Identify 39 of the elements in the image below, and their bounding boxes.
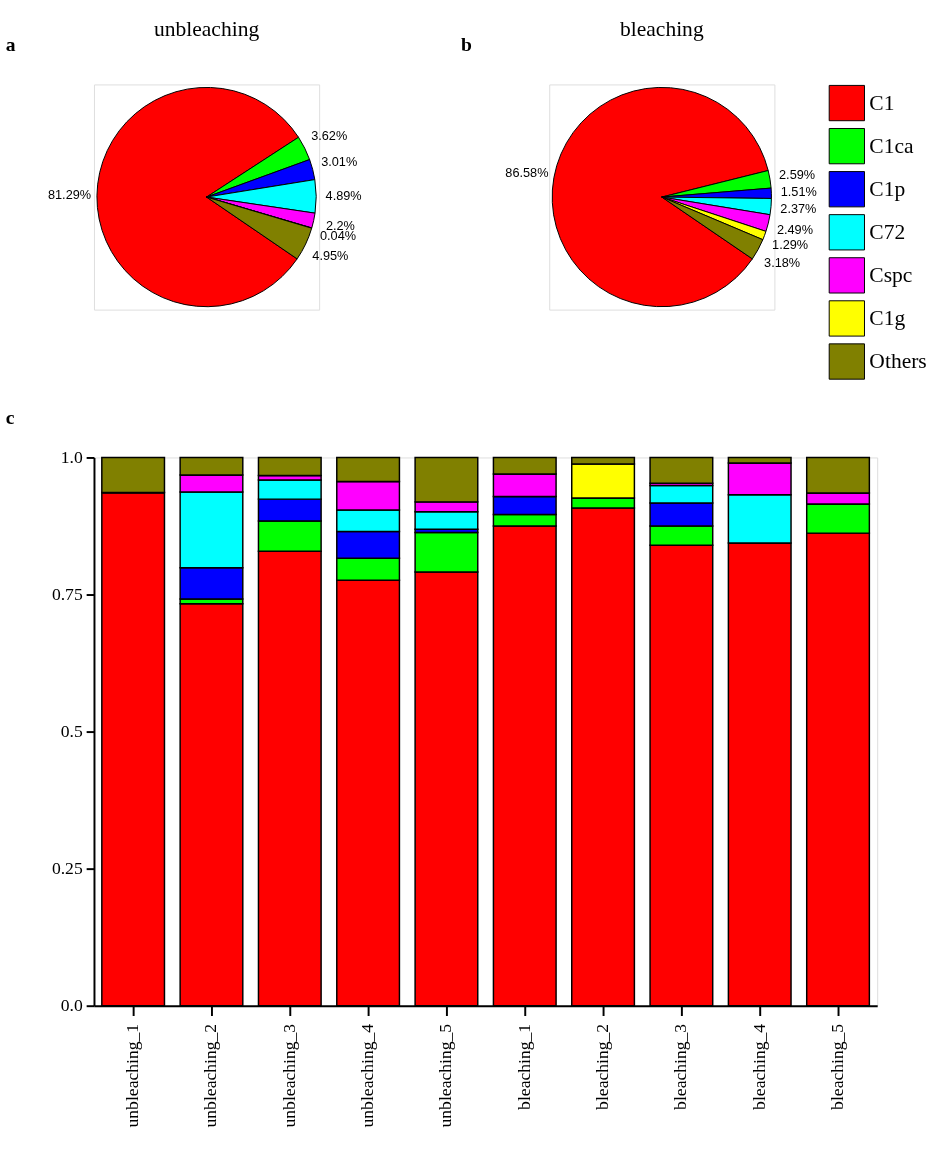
y-tick-label: 0.25 [51,858,83,879]
x-tick-label: unbleaching_2 [200,1023,221,1128]
legend-label: Cspc [869,263,913,288]
data-label: 81.29% [47,187,92,203]
x-tick-label: unbleaching_1 [122,1023,143,1128]
legend-label: C1p [869,177,906,202]
y-tick-label: 0.75 [51,583,83,604]
text: a [5,34,16,56]
data-label: 2.59% [779,166,816,182]
chart-title: unbleaching [153,16,260,41]
data-label: 3.62% [311,127,348,143]
data-label: 3.18% [764,254,801,270]
legend-label: C1ca [869,133,915,158]
legend-label: C72 [869,220,906,245]
y-tick-label: 0.0 [60,995,83,1016]
data-label: 2.37% [780,200,817,216]
data-label: 2.49% [776,221,813,237]
x-tick-label: bleaching_4 [748,1023,769,1110]
legend-label: C1g [869,306,906,331]
chart-title: bleaching [619,16,704,41]
text: b [461,34,473,56]
x-tick-label: bleaching_1 [513,1023,534,1110]
x-tick-label: unbleaching_4 [357,1023,377,1128]
data-label: 86.58% [505,164,549,180]
data-label: 1.29% [772,237,809,253]
x-tick-label: unbleaching_3 [278,1023,299,1128]
data-label: 4.95% [312,247,349,263]
x-tick-label: bleaching_2 [591,1023,612,1110]
text: c [5,407,15,429]
x-tick-label: unbleaching_5 [435,1023,456,1128]
y-tick-label: 0.5 [60,720,83,741]
data-label: 3.01% [321,154,358,170]
y-tick-label: 1.0 [60,446,83,467]
x-tick-label: bleaching_5 [826,1023,847,1110]
data-label: 4.89% [325,188,362,204]
data-label: 1.51% [780,184,817,200]
legend-label: C1 [869,90,895,115]
legend-label: Others [869,349,927,374]
x-tick-label: bleaching_3 [670,1023,691,1110]
